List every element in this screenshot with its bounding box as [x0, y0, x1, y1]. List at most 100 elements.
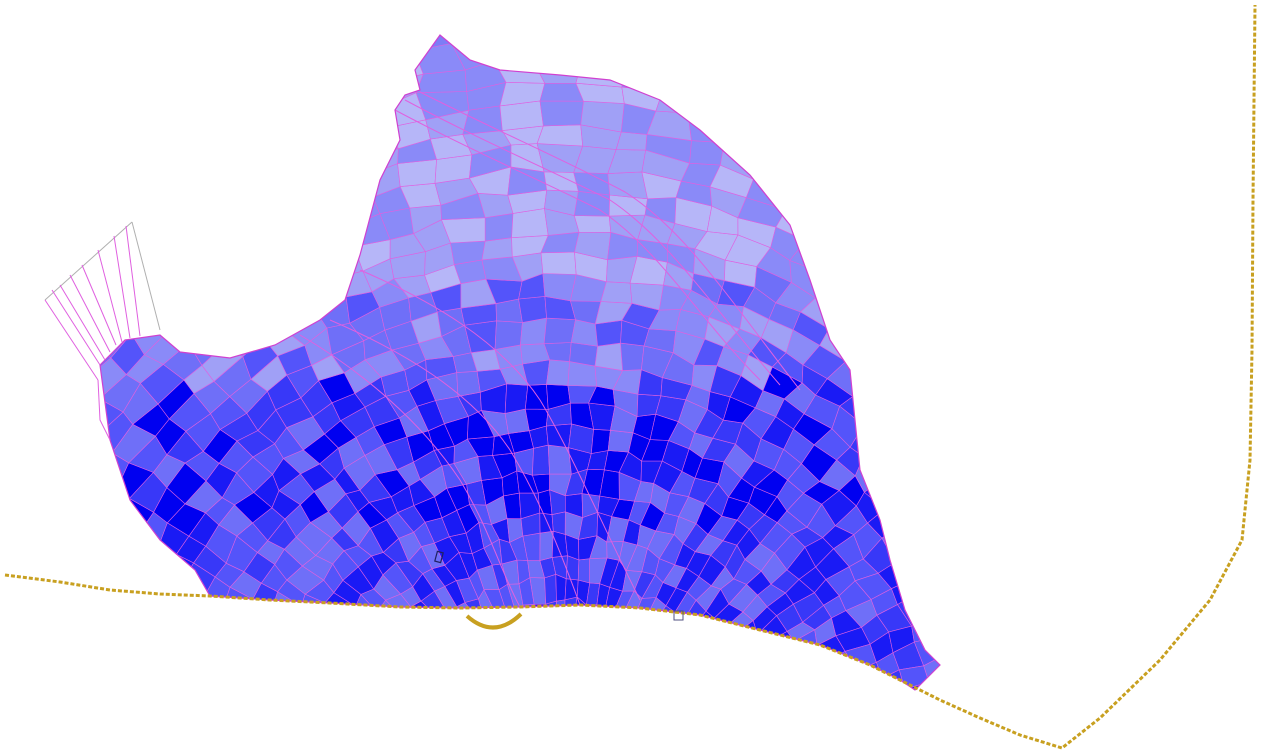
mesh-cell	[1147, 507, 1181, 547]
mesh-cell	[238, 139, 282, 174]
mesh-cell	[226, 711, 254, 733]
mesh-cell	[141, 602, 173, 628]
mesh-cell	[1069, 611, 1096, 646]
mesh-cell	[992, 355, 1036, 404]
mesh-cell	[953, 700, 983, 720]
mesh-cell	[111, 555, 142, 587]
mesh-cell	[544, 573, 557, 605]
mesh-cell	[170, 660, 194, 687]
mesh-cell	[692, 74, 748, 103]
mesh-cell	[158, 290, 205, 330]
mesh-cells	[0, 35, 1261, 754]
mesh-cell	[9, 469, 45, 505]
mesh-cell	[615, 632, 636, 661]
wireframe-edge	[81, 264, 117, 346]
mesh-cell	[839, 289, 875, 320]
mesh-cell	[291, 726, 318, 742]
mesh-cell	[1095, 377, 1132, 417]
mesh-cell	[349, 672, 378, 690]
mesh-cell	[203, 284, 243, 327]
mesh-cell	[922, 343, 940, 382]
mesh-cell	[376, 677, 404, 690]
mesh-cell	[956, 349, 993, 390]
mesh-cell	[935, 702, 959, 724]
wireframe-edge	[125, 225, 141, 337]
mesh-cell	[700, 51, 748, 89]
mesh-cell	[1022, 425, 1058, 456]
mesh-flow-line	[299, 334, 521, 608]
mesh-cell	[449, 656, 468, 683]
mesh-cell	[26, 480, 64, 521]
mesh-cell	[1140, 624, 1169, 666]
mesh-cell	[100, 683, 123, 690]
mesh-cell	[1040, 446, 1077, 486]
mesh-cell	[713, 666, 738, 688]
mesh-cell	[1078, 467, 1114, 512]
mesh-cell	[828, 176, 870, 222]
mesh-cell	[1066, 700, 1091, 736]
mesh-cell	[947, 648, 976, 676]
mesh-cell	[1249, 714, 1261, 754]
mesh-cell	[244, 751, 269, 754]
mesh-cell	[504, 383, 529, 414]
mesh-cell	[493, 42, 539, 66]
mesh-cell	[135, 720, 162, 745]
mesh-cell	[773, 705, 802, 724]
mesh-cell	[615, 131, 648, 151]
mesh-cell	[802, 713, 824, 730]
mesh-cell	[224, 266, 268, 302]
mesh-cell	[854, 732, 873, 754]
mesh-cell	[885, 459, 917, 496]
mesh-cell	[625, 613, 647, 637]
mesh-cell	[931, 519, 940, 558]
mesh-cell	[1040, 486, 1069, 523]
mesh-cell	[1238, 506, 1261, 563]
mesh-cell	[0, 455, 20, 494]
mesh-cell	[698, 738, 717, 752]
mesh-cell	[771, 691, 800, 710]
mesh-cell	[1154, 658, 1175, 696]
mesh-cell	[725, 101, 780, 132]
mesh-cell	[100, 543, 124, 581]
mesh-cell	[630, 641, 649, 666]
mesh-cell	[295, 649, 318, 671]
mesh-cell	[1096, 634, 1125, 674]
mesh-cell	[294, 259, 334, 295]
mesh-cell	[180, 272, 226, 306]
mesh-cell	[150, 161, 202, 196]
mesh-cell	[730, 709, 753, 724]
mesh-cell	[583, 604, 598, 629]
mesh-cell	[151, 626, 183, 662]
mesh-cell	[28, 354, 73, 399]
mesh-cell	[1213, 431, 1250, 488]
mesh-cell	[571, 619, 585, 648]
mesh-cell	[139, 700, 162, 726]
mesh-cell	[639, 647, 657, 671]
mesh-cell	[672, 682, 696, 690]
mesh-cell	[1094, 499, 1128, 537]
mesh-cell	[694, 679, 718, 690]
mesh-cell	[1122, 630, 1154, 665]
mesh-grid-lines	[299, 91, 801, 608]
mesh-cell	[982, 741, 1009, 754]
mesh-cell	[1026, 330, 1075, 371]
mesh-cell	[397, 159, 437, 187]
square-marker	[673, 610, 684, 621]
mesh-cell	[800, 699, 824, 718]
mesh-cell	[64, 460, 99, 504]
mesh-cell	[291, 741, 314, 754]
mesh-cell	[1010, 635, 1034, 663]
mesh-cell	[1066, 675, 1089, 709]
mesh-cell	[1225, 516, 1261, 571]
mesh-cell	[952, 597, 979, 630]
mesh-cell	[1172, 370, 1209, 417]
mesh-cell	[536, 124, 584, 147]
mesh-cell	[556, 599, 566, 623]
mesh-cell	[366, 654, 391, 678]
mesh-cell	[1036, 586, 1069, 628]
mesh-cell	[932, 417, 940, 453]
mesh-cell	[347, 699, 370, 715]
mesh-cell	[0, 702, 5, 735]
mesh-cell	[734, 652, 761, 675]
mesh-cell	[318, 705, 347, 722]
